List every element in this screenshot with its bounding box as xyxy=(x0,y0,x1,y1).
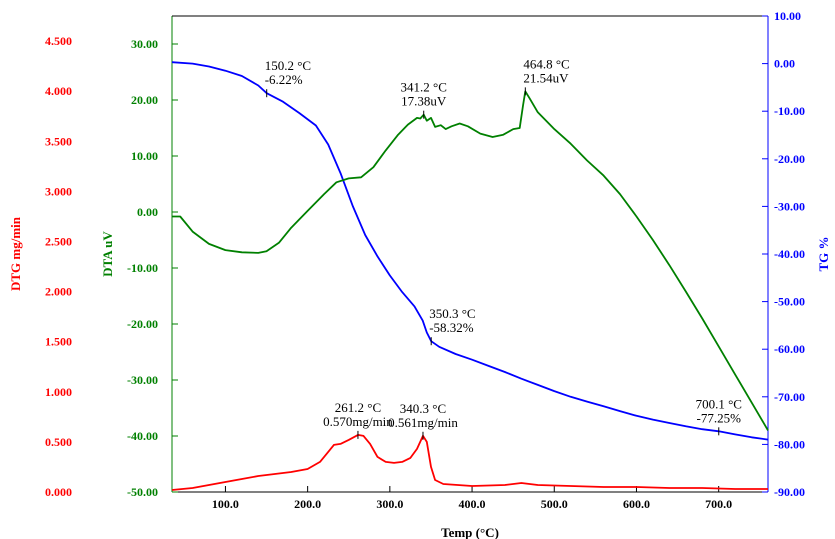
x-tick-label: 300.0 xyxy=(376,497,403,511)
dtg-tick-label: 4.000 xyxy=(45,84,72,98)
tg-tick-label: -50.00 xyxy=(774,295,805,309)
annotation-value: 0.561mg/min xyxy=(388,415,458,430)
dtg-tick-label: 0.000 xyxy=(45,485,72,499)
dta-tick-label: -40.00 xyxy=(127,429,158,443)
dta-axis: -50.00 -40.00 -30.00 -20.00 -10.00 0.00 10.00 2… xyxy=(127,37,178,499)
annotation-value: -77.25% xyxy=(697,410,742,425)
dtg-tick-label: 2.500 xyxy=(45,234,72,248)
tg-tick-label: -70.00 xyxy=(774,390,805,404)
annotation-value: -58.32% xyxy=(429,320,474,335)
dtg-tick-label: 3.500 xyxy=(45,134,72,148)
x-tick-label: 200.0 xyxy=(294,497,321,511)
tg-tick-label: -90.00 xyxy=(774,485,805,499)
dta-axis-title: DTA uV xyxy=(100,231,115,277)
tg-tick-label: -30.00 xyxy=(774,199,805,213)
dtg-tick-label: 0.500 xyxy=(45,435,72,449)
dta-tick-label: 30.00 xyxy=(131,37,158,51)
tg-axis: -90.00 -80.00 -70.00 -60.00 -50.00 -40.00 -30.… xyxy=(762,9,805,499)
annotation-value: 0.570mg/min xyxy=(323,414,393,429)
tg-tick-label: -80.00 xyxy=(774,437,805,451)
dtg-tick-label: 2.000 xyxy=(45,285,72,299)
dtg-tick-label: 4.500 xyxy=(45,34,72,48)
dtg-axis-title: DTG mg/min xyxy=(8,216,23,291)
annotation-temp: 350.3 °C xyxy=(429,306,475,321)
dtg-axis: 0.000 0.500 1.000 1.500 2.000 2.500 3.000 3.500… xyxy=(45,34,72,499)
x-tick-label: 100.0 xyxy=(212,497,239,511)
x-tick-label: 500.0 xyxy=(541,497,568,511)
tg-tick-label: -10.00 xyxy=(774,104,805,118)
annotation-temp: 341.2 °C xyxy=(401,80,447,95)
dta-curve xyxy=(172,90,769,431)
tg-tick-label: -20.00 xyxy=(774,152,805,166)
tg-curve xyxy=(171,61,769,441)
dta-tick-label: -20.00 xyxy=(127,317,158,331)
x-axis: 100.0 200.0 300.0 400.0 500.0 600.0 700.0 xyxy=(212,486,732,511)
annotation-temp: 464.8 °C xyxy=(523,56,569,71)
annotation-temp: 261.2 °C xyxy=(335,400,381,415)
tg-tick-label: 0.00 xyxy=(774,57,795,71)
x-tick-label: 700.0 xyxy=(705,497,732,511)
dta-tick-label: -30.00 xyxy=(127,373,158,387)
annotation-value: -6.22% xyxy=(265,72,303,87)
dtg-curve xyxy=(171,434,768,491)
x-axis-title: Temp (°C) xyxy=(441,525,499,539)
dta-tick-label: 10.00 xyxy=(131,149,158,163)
annotation-value: 21.54uV xyxy=(523,70,569,85)
dtg-tick-label: 1.000 xyxy=(45,385,72,399)
dta-tick-label: -10.00 xyxy=(127,261,158,275)
dta-tick-label: 20.00 xyxy=(131,93,158,107)
series-layer xyxy=(171,61,769,491)
tg-tick-label: -40.00 xyxy=(774,247,805,261)
dta-tick-label: -50.00 xyxy=(127,485,158,499)
tg-tick-label: -60.00 xyxy=(774,342,805,356)
x-tick-label: 400.0 xyxy=(459,497,486,511)
dtg-tick-label: 3.000 xyxy=(45,184,72,198)
annotation-temp: 150.2 °C xyxy=(265,58,311,73)
annotation-temp: 700.1 °C xyxy=(696,396,742,411)
dtg-tick-label: 1.500 xyxy=(45,335,72,349)
annotation-temp: 340.3 °C xyxy=(400,401,446,416)
dta-tick-label: 0.00 xyxy=(137,205,158,219)
annotation-layer: 150.2 °C-6.22% 341.2 °C17.38uV 464.8 °C21.… xyxy=(265,56,742,440)
tg-tick-label: 10.00 xyxy=(774,9,801,23)
x-tick-label: 600.0 xyxy=(623,497,650,511)
tg-axis-title: TG % xyxy=(816,236,831,271)
annotation-value: 17.38uV xyxy=(401,94,447,109)
